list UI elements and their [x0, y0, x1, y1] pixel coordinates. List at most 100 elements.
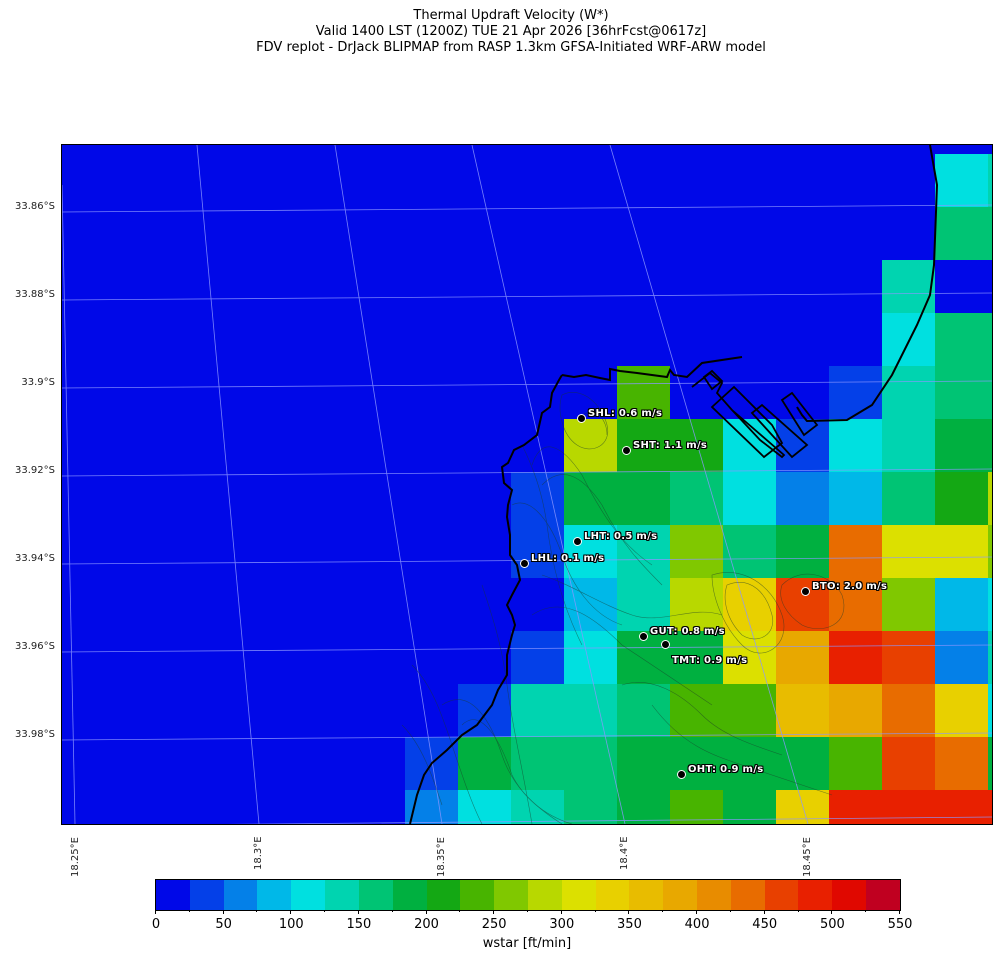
heatmap-cell — [988, 578, 992, 631]
colorbar-segment — [629, 880, 664, 910]
colorbar-segment — [156, 880, 190, 910]
heatmap-cell — [776, 684, 829, 737]
heatmap-cell — [935, 684, 988, 737]
colorbar-tick — [594, 910, 596, 912]
heatmap-cell — [988, 313, 992, 366]
heatmap-cell — [882, 472, 935, 525]
heatmap-cell — [935, 737, 988, 790]
colorbar-segment — [764, 880, 799, 910]
colorbar-segment — [223, 880, 258, 910]
heatmap-cell — [935, 525, 988, 578]
station-dot-lhl[interactable] — [520, 559, 529, 568]
colorbar-tick — [831, 910, 833, 914]
heatmap-cell — [882, 578, 935, 631]
heatmap-cell — [511, 737, 564, 790]
colorbar-tick — [222, 910, 224, 914]
station-dot-lht[interactable] — [573, 537, 582, 546]
station-label-bto: BTO: 2.0 m/s — [812, 581, 888, 592]
heatmap-cell — [988, 472, 992, 525]
heatmap-cell — [882, 366, 935, 419]
station-dot-shl[interactable] — [577, 414, 586, 423]
lon-label-18.25: 18.25°E — [70, 837, 81, 877]
lat-label-33.98: 33.98°S — [15, 729, 55, 740]
lat-label-33.92: 33.92°S — [15, 465, 55, 476]
colorbar-tick — [256, 910, 258, 912]
heatmap-cell — [829, 578, 882, 631]
colorbar-tick — [865, 910, 867, 912]
colorbar-segment — [189, 880, 224, 910]
colorbar-segment — [663, 880, 697, 910]
colorbar-tick-label: 150 — [346, 917, 372, 932]
colorbar-tick-label: 0 — [151, 917, 161, 932]
station-dot-bto[interactable] — [801, 587, 810, 596]
heatmap-cell — [776, 525, 829, 578]
colorbar-segment — [798, 880, 833, 910]
heatmap-cell — [511, 684, 564, 737]
station-dot-oht[interactable] — [677, 770, 686, 779]
heatmap-cell — [670, 684, 723, 737]
heatmap-cell — [564, 631, 617, 684]
heatmap-cell — [935, 790, 988, 824]
heatmap-cell — [829, 366, 882, 419]
station-dot-sht[interactable] — [622, 446, 631, 455]
colorbar-segment — [730, 880, 765, 910]
heatmap-cell — [829, 684, 882, 737]
station-dot-gut[interactable] — [639, 632, 648, 641]
heatmap-cell — [564, 684, 617, 737]
lat-label-33.90: 33.9°S — [21, 377, 55, 388]
station-label-lht: LHT: 0.5 m/s — [584, 531, 658, 542]
heatmap-cell — [935, 631, 988, 684]
heatmap-cell — [776, 419, 829, 472]
station-label-tmt: TMT: 0.9 m/s — [672, 655, 748, 666]
heatmap-cell — [988, 207, 992, 260]
colorbar-tick — [797, 910, 799, 912]
title-line-1: Thermal Updraft Velocity (W*) — [413, 8, 609, 23]
colorbar-segment — [527, 880, 562, 910]
heatmap-cell — [617, 419, 670, 472]
heatmap-cell — [882, 525, 935, 578]
colorbar-segment — [494, 880, 528, 910]
heatmap-cell — [723, 737, 776, 790]
colorbar-tick — [527, 910, 528, 912]
colorbar-tick — [729, 910, 731, 912]
colorbar-segment — [832, 880, 867, 910]
colorbar-segment — [291, 880, 326, 910]
heatmap-cell — [776, 631, 829, 684]
colorbar-tick-label: 550 — [887, 917, 913, 932]
colorbar-tick — [628, 910, 630, 914]
heatmap-cell — [935, 154, 988, 207]
heatmap-cell — [617, 737, 670, 790]
colorbar-segment — [866, 880, 900, 910]
station-label-lhl: LHL: 0.1 m/s — [531, 553, 605, 564]
heatmap-cell — [670, 578, 723, 631]
heatmap-cell — [988, 631, 992, 684]
colorbar-tick — [899, 910, 900, 914]
heatmap-cell — [988, 154, 992, 207]
colorbar-segment — [426, 880, 461, 910]
colorbar-segment — [257, 880, 292, 910]
lon-label-18.35: 18.35°E — [436, 837, 447, 877]
heatmap-cell — [670, 631, 723, 684]
colorbar-tick-label: 250 — [481, 917, 507, 932]
colorbar-segment — [460, 880, 495, 910]
colorbar-title: wstar [ft/min] — [482, 936, 572, 951]
heatmap-cell — [723, 525, 776, 578]
heatmap-cell — [670, 419, 723, 472]
colorbar-tick-label: 50 — [215, 917, 232, 932]
heatmap-cell — [511, 472, 564, 525]
heatmap-cell — [935, 366, 988, 419]
colorbar — [155, 879, 901, 911]
colorbar-tick — [188, 910, 190, 912]
colorbar-tick — [696, 910, 698, 914]
colorbar-segment — [358, 880, 393, 910]
colorbar-tick — [459, 910, 461, 912]
colorbar-tick — [493, 910, 495, 914]
heatmap-cell — [564, 525, 617, 578]
station-dot-tmt[interactable] — [661, 640, 670, 649]
colorbar-segment — [392, 880, 427, 910]
heatmap-cell — [829, 631, 882, 684]
heatmap-cell — [670, 525, 723, 578]
heatmap-cell — [723, 790, 776, 824]
heatmap-cell — [511, 631, 564, 684]
heatmap-cell — [564, 737, 617, 790]
